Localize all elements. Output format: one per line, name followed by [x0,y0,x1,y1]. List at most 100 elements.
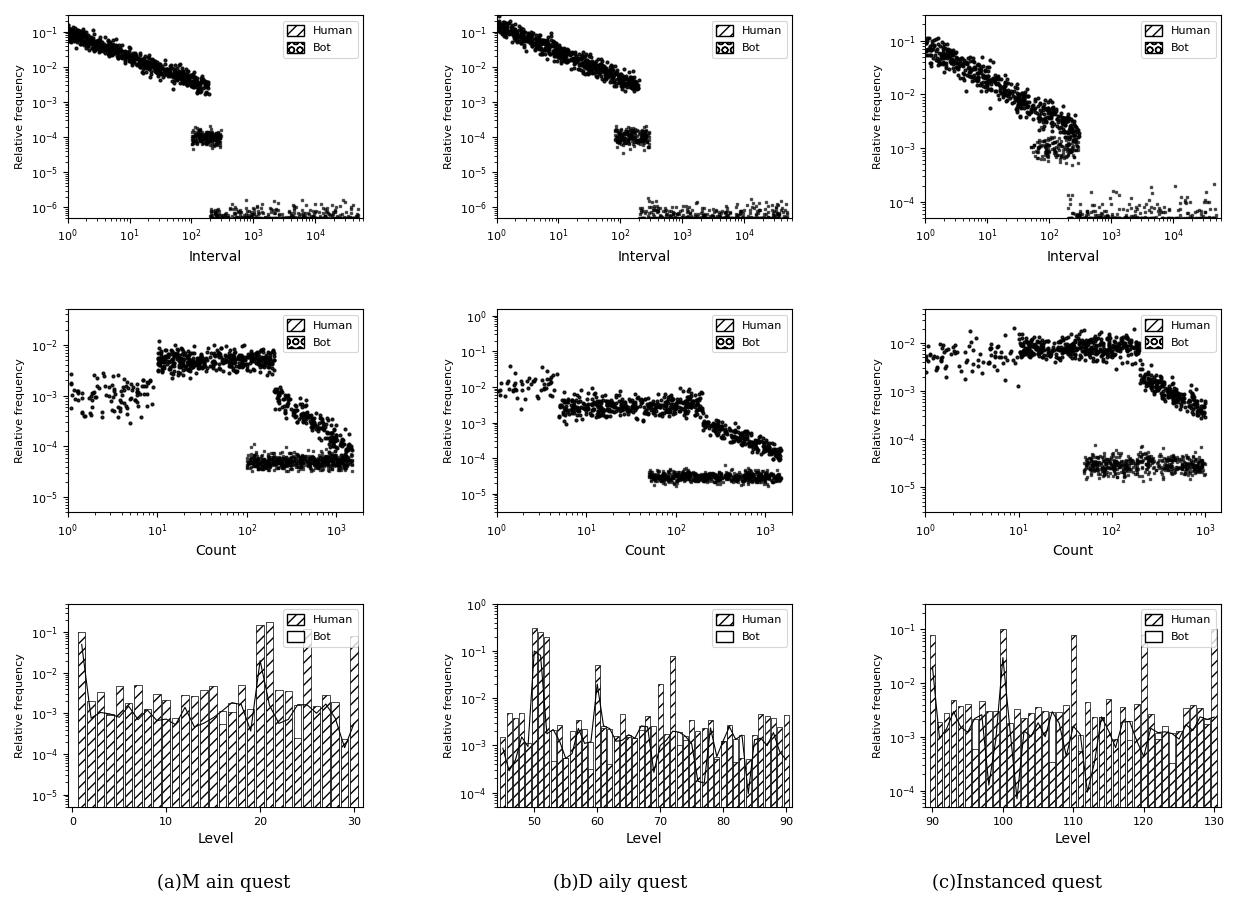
Point [314,416,334,431]
Point [621,131,641,145]
Point [1059,330,1079,344]
Point [1065,343,1085,357]
Point [1102,339,1122,353]
Point [1176,462,1195,476]
Point [186,366,206,380]
Point [274,453,294,467]
Point [670,468,689,483]
Point [224,342,244,356]
Point [1105,211,1125,225]
Point [631,392,651,406]
Point [613,129,632,144]
Point [684,211,704,225]
Point [1056,331,1076,345]
Point [341,448,361,463]
Point [76,37,95,51]
Bar [513,718,518,897]
Bar [200,723,207,897]
Point [1109,211,1128,225]
Point [673,384,693,398]
Point [627,81,647,95]
Point [1085,198,1105,213]
Point [723,430,743,444]
Point [1112,458,1132,473]
Point [161,344,181,358]
Point [1070,340,1090,354]
Point [754,207,774,222]
Point [334,211,353,225]
Point [1173,453,1193,467]
Point [1149,449,1169,464]
Point [1078,455,1097,469]
Point [1092,461,1112,475]
Point [1092,465,1112,479]
Point [552,47,572,61]
Point [1171,202,1190,216]
Point [236,211,255,225]
Point [759,469,779,483]
Point [278,211,298,225]
Bar [936,738,942,897]
Point [280,457,300,471]
Point [549,46,569,60]
Point [660,403,680,417]
Point [62,26,82,40]
Point [265,457,285,472]
Point [1097,208,1117,222]
Point [244,449,264,464]
Point [694,474,714,488]
Point [296,458,316,473]
Point [263,457,283,472]
Point [272,211,291,225]
Point [682,211,702,225]
Point [644,203,663,217]
Point [205,206,224,221]
Point [667,469,687,483]
Point [532,32,552,47]
Point [1182,453,1202,467]
Point [1056,115,1076,129]
Point [1074,211,1094,225]
Point [963,73,983,87]
Point [1123,321,1143,335]
Point [609,388,629,402]
Point [1052,149,1071,163]
Point [687,469,707,483]
Point [650,210,670,224]
Point [490,388,510,402]
Point [1161,459,1180,474]
Point [1058,347,1078,361]
Point [1068,342,1087,356]
Point [185,136,205,151]
Point [665,206,684,221]
Point [291,460,311,475]
Point [712,471,732,485]
Point [264,449,284,464]
Point [596,63,616,77]
Point [582,60,601,74]
Point [326,417,346,431]
Point [1106,335,1126,349]
Point [589,61,609,75]
Point [503,383,523,397]
Point [520,27,539,41]
Point [1070,197,1090,212]
Point [603,70,622,84]
Point [243,457,263,471]
Point [737,467,756,482]
Point [663,207,683,222]
Point [934,45,954,59]
Point [191,79,211,93]
Point [1042,109,1061,123]
Point [537,34,557,48]
Point [1028,335,1048,349]
Point [1033,100,1053,114]
Point [750,473,770,487]
Point [299,457,319,472]
Point [207,208,227,222]
Point [253,461,273,475]
Point [704,470,724,484]
Point [289,412,309,426]
Bar [1127,740,1132,897]
Point [1060,121,1080,135]
